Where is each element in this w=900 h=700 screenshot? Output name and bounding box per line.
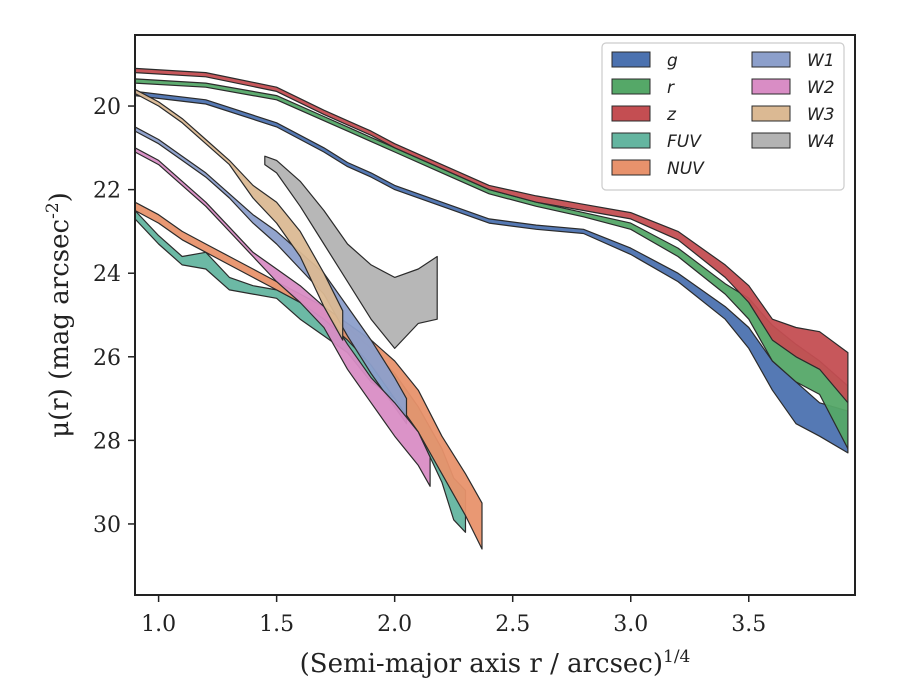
x-tick-label: 2.5 (495, 612, 530, 637)
legend-label: W4 (807, 132, 835, 152)
x-axis-label: (Semi-major axis r / arcsec)1/4 (300, 647, 691, 679)
legend-label: FUV (667, 132, 702, 152)
band-z (135, 67, 849, 404)
legend-swatch (751, 78, 791, 95)
legend-label: g (667, 51, 678, 71)
band-w3 (135, 88, 344, 341)
legend-swatch (751, 132, 791, 149)
legend-item-w3: W3 (751, 105, 835, 125)
legend-label: W1 (807, 51, 835, 71)
legend-swatch (611, 132, 651, 149)
legend-swatch (611, 159, 651, 176)
legend-label: W3 (807, 105, 835, 125)
legend-item-w4: W4 (751, 132, 835, 152)
plot-frame (134, 34, 856, 596)
legend-item-z: z (611, 105, 677, 125)
profile-bands (135, 67, 849, 550)
y-axis-label: μ(r) (mag arcsec-2) (43, 192, 75, 438)
legend-label: W2 (807, 78, 835, 98)
x-axis-ticks: 1.0 1.5 2.0 2.5 3.0 3.5 (141, 595, 766, 637)
y-tick-label: 28 (93, 429, 121, 454)
legend-item-g: g (611, 51, 678, 71)
legend-item-r: r (611, 78, 675, 98)
legend-swatch (611, 51, 651, 68)
x-tick-label: 2.0 (377, 612, 412, 637)
legend-swatch (751, 51, 791, 68)
band-g (135, 90, 849, 454)
y-axis-ticks: 20 22 24 26 28 30 (93, 95, 135, 538)
x-tick-label: 1.0 (141, 612, 176, 637)
legend-swatch (611, 105, 651, 122)
x-tick-label: 3.5 (731, 612, 766, 637)
legend-swatch (611, 78, 651, 95)
legend: grz FUV NUV W1 W2 W3 W4 (601, 42, 845, 191)
band-nuv (135, 201, 483, 550)
legend-label: z (666, 105, 677, 125)
x-tick-label: 1.5 (259, 612, 294, 637)
legend-item-nuv: NUV (611, 159, 705, 179)
y-tick-label: 20 (93, 95, 121, 120)
y-tick-label: 26 (93, 346, 121, 371)
band-fuv (135, 209, 467, 533)
legend-label: r (667, 78, 675, 98)
band-w2 (135, 147, 431, 487)
y-tick-label: 24 (93, 262, 121, 287)
y-tick-label: 22 (93, 179, 121, 204)
x-tick-label: 3.0 (613, 612, 648, 637)
band-w4 (264, 155, 438, 349)
legend-item-w1: W1 (751, 51, 835, 71)
y-tick-label: 30 (93, 513, 121, 538)
legend-item-fuv: FUV (611, 132, 702, 152)
legend-swatch (751, 105, 791, 122)
legend-item-w2: W2 (751, 78, 835, 98)
legend-label: NUV (667, 159, 705, 179)
